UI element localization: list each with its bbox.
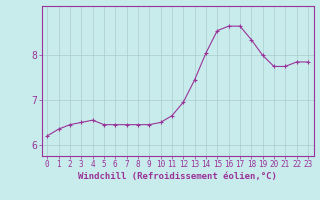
X-axis label: Windchill (Refroidissement éolien,°C): Windchill (Refroidissement éolien,°C) bbox=[78, 172, 277, 181]
